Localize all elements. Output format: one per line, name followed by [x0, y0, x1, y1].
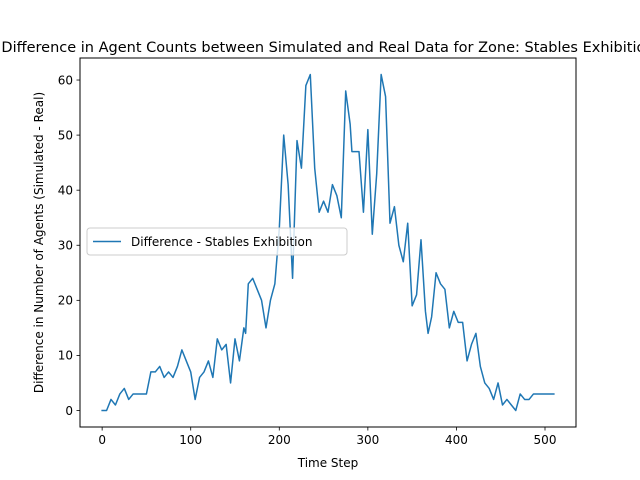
chart-title: Difference in Agent Counts between Simul… — [1, 40, 640, 56]
x-tick-label: 100 — [179, 433, 202, 447]
y-tick-label: 40 — [58, 183, 73, 197]
legend: Difference - Stables Exhibition — [86, 227, 348, 256]
legend-box — [86, 227, 348, 256]
x-tick-label: 400 — [445, 433, 468, 447]
legend-label: Difference - Stables Exhibition — [131, 235, 312, 249]
x-axis-label: Time Step — [297, 456, 359, 470]
series-line-0 — [101, 73, 555, 412]
y-tick-label: 60 — [58, 73, 73, 87]
y-tick-label: 10 — [58, 349, 73, 363]
x-tick-label: 300 — [356, 433, 379, 447]
y-tick-label: 20 — [58, 294, 73, 308]
x-tick-label: 0 — [98, 433, 106, 447]
y-tick-label: 0 — [65, 404, 73, 418]
x-tick-label: 200 — [268, 433, 291, 447]
axes-frame — [79, 57, 577, 428]
x-tick-label: 500 — [534, 433, 557, 447]
y-tick-label: 50 — [58, 128, 73, 142]
y-axis-label: Difference in Number of Agents (Simulate… — [32, 92, 46, 393]
y-tick-label: 30 — [58, 239, 73, 253]
